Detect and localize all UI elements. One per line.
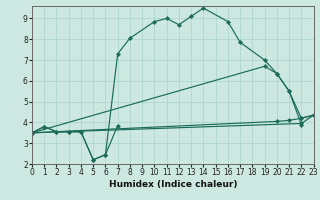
X-axis label: Humidex (Indice chaleur): Humidex (Indice chaleur) bbox=[108, 180, 237, 189]
